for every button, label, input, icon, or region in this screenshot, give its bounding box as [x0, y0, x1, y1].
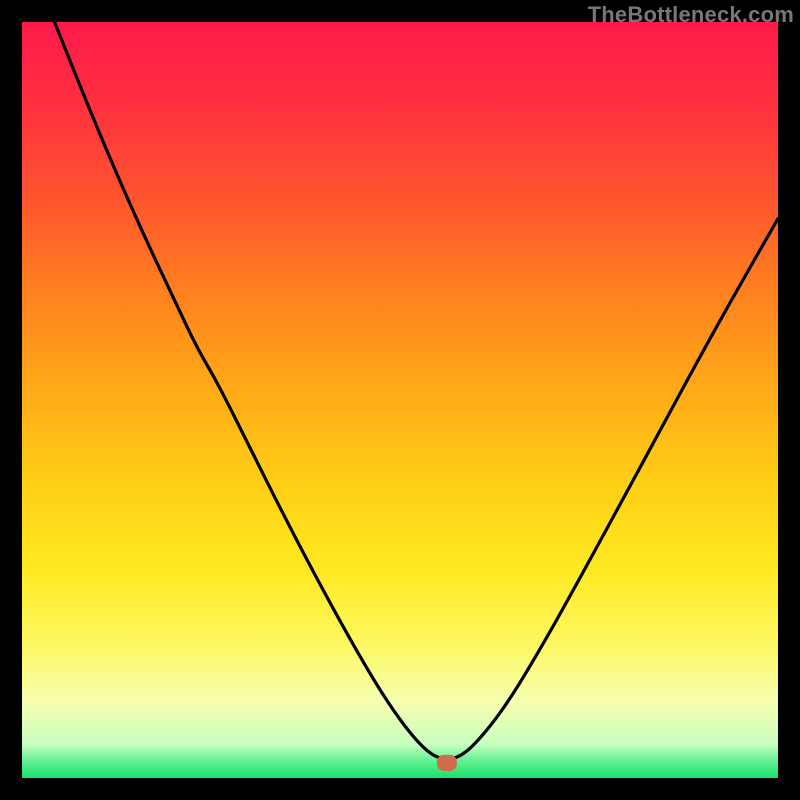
bottleneck-chart [0, 0, 800, 800]
watermark-text: TheBottleneck.com [588, 2, 794, 28]
optimal-point-marker [437, 755, 457, 771]
plot-background [22, 22, 778, 778]
